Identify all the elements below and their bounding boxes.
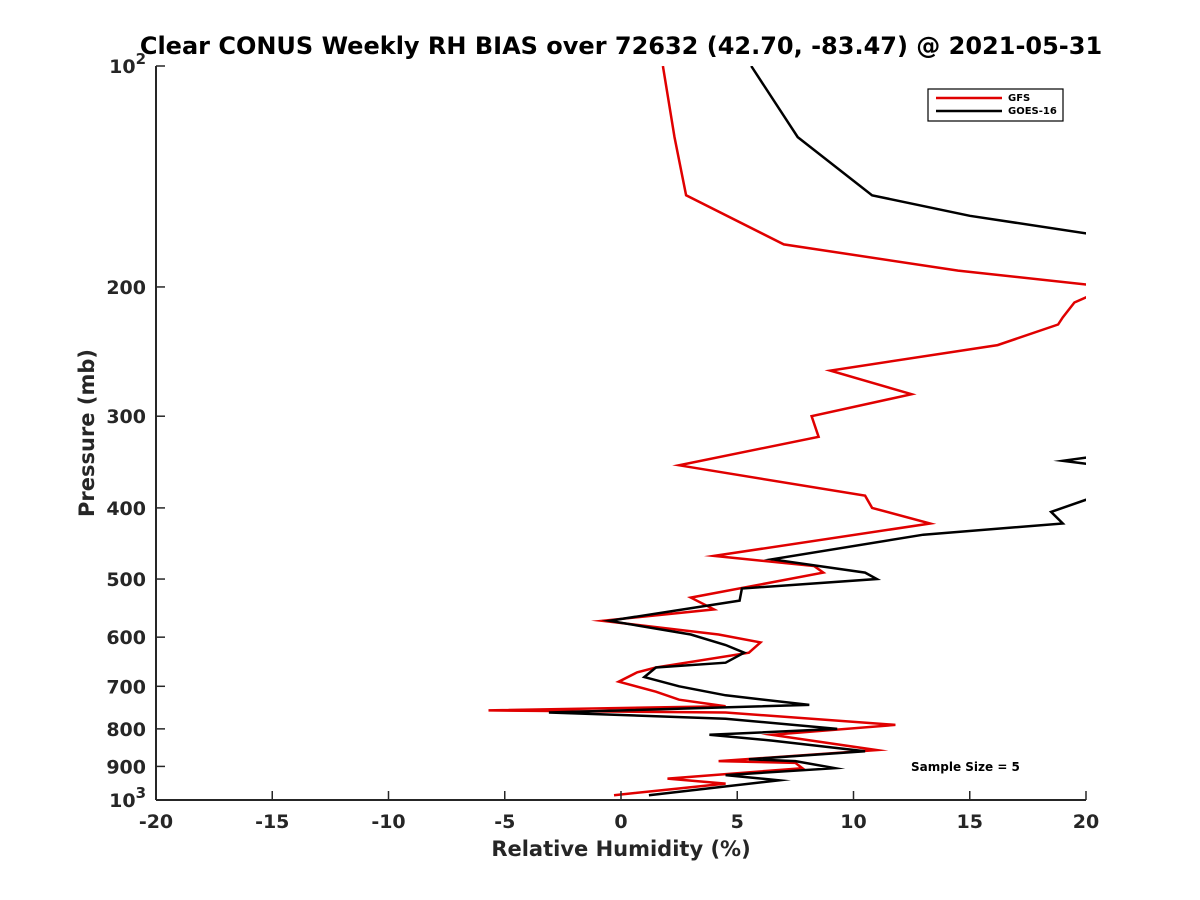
y-tick-label: 400 (106, 498, 146, 520)
x-tick-label: 5 (731, 811, 744, 833)
legend-label-goes16: GOES-16 (1008, 106, 1057, 117)
x-tick-label: -10 (371, 811, 405, 833)
y-tick-label: 500 (106, 569, 146, 591)
y-tick-label: 700 (106, 676, 146, 698)
legend-box (927, 88, 1064, 122)
x-axis-label: Relative Humidity (%) (491, 837, 750, 861)
y-tick-label: 200 (106, 277, 146, 299)
x-tick-label: -5 (494, 811, 515, 833)
x-tick-label: 0 (614, 811, 627, 833)
y-tick-label: 800 (106, 719, 146, 741)
y-tick-label: 103 (109, 784, 146, 812)
legend-label-gfs: GFS (1008, 93, 1030, 104)
y-tick-label: 600 (106, 627, 146, 649)
y-axis-label: Pressure (mb) (75, 349, 99, 517)
chart-title: Clear CONUS Weekly RH BIAS over 72632 (4… (140, 32, 1102, 60)
plot-background (156, 66, 1086, 800)
x-tick-label: -15 (255, 811, 289, 833)
series-line-gfs (488, 66, 1086, 797)
x-tick-label: 10 (840, 811, 866, 833)
y-tick-label: 900 (106, 756, 146, 778)
x-tick-label: -20 (139, 811, 173, 833)
sample-size-annotation: Sample Size = 5 (911, 760, 1020, 774)
axes-layer: -20 -15 -10 -5 0 5 10 15 20 102 200 300 400 500 600 700… (106, 50, 1099, 833)
legend: GFS GOES-16 (927, 88, 1064, 122)
y-tick-label: 300 (106, 406, 146, 428)
series-layer (488, 66, 1086, 797)
y-tick-label: 102 (109, 50, 146, 78)
x-tick-label: 20 (1073, 811, 1099, 833)
x-tick-label: 15 (957, 811, 983, 833)
series-line-goes16 (548, 66, 1086, 797)
